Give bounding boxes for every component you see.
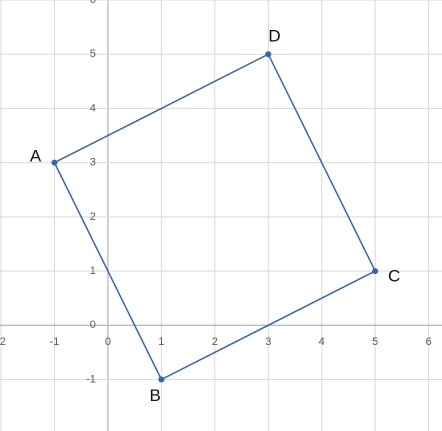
point-label: A <box>30 146 42 165</box>
x-tick-label: 5 <box>372 336 378 348</box>
x-tick-label: 4 <box>319 336 325 348</box>
x-tick-label: 3 <box>265 336 271 348</box>
point <box>372 268 379 275</box>
y-tick-label: 4 <box>90 102 96 114</box>
point-label: D <box>268 27 280 46</box>
y-tick-label: -1 <box>86 373 96 385</box>
y-tick-label: 3 <box>90 157 96 169</box>
y-tick-label: 0 <box>90 319 96 331</box>
x-tick-label: 1 <box>158 336 164 348</box>
x-tick-label: 0 <box>105 336 111 348</box>
x-tick-label: -2 <box>0 336 6 348</box>
y-tick-label: 5 <box>90 48 96 60</box>
point <box>265 51 272 58</box>
x-tick-label: 2 <box>212 336 218 348</box>
point-label: B <box>149 386 160 405</box>
y-tick-label: 1 <box>90 265 96 277</box>
x-tick-label: 6 <box>426 336 432 348</box>
y-tick-label: 2 <box>90 211 96 223</box>
point-label: C <box>388 266 400 285</box>
x-tick-label: -1 <box>50 336 60 348</box>
point <box>158 376 165 383</box>
y-tick-label: 6 <box>90 0 96 6</box>
point <box>51 159 58 166</box>
